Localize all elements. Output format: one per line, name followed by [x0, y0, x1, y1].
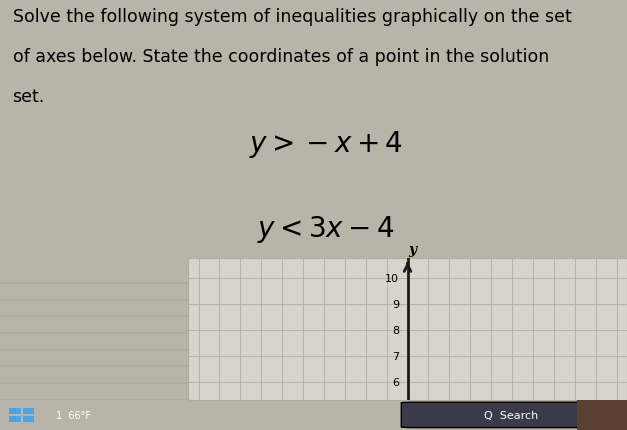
Text: y: y	[409, 243, 417, 257]
Text: 9: 9	[392, 299, 399, 310]
Text: of axes below. State the coordinates of a point in the solution: of axes below. State the coordinates of …	[13, 48, 549, 66]
Text: set.: set.	[13, 88, 45, 106]
Text: Solve the following system of inequalities graphically on the set: Solve the following system of inequaliti…	[13, 8, 571, 26]
Bar	[23, 416, 34, 422]
FancyBboxPatch shape	[401, 402, 621, 427]
Bar	[9, 416, 21, 422]
Bar	[9, 408, 21, 415]
Text: $y > -x + 4$: $y > -x + 4$	[249, 129, 403, 160]
Text: 1  66°F: 1 66°F	[56, 410, 92, 420]
Text: Q  Search: Q Search	[484, 410, 538, 420]
Text: 6: 6	[393, 377, 399, 387]
Bar	[577, 400, 627, 430]
Bar	[23, 408, 34, 415]
Text: 10: 10	[385, 273, 399, 284]
Text: 8: 8	[392, 325, 399, 335]
Text: 7: 7	[392, 351, 399, 361]
Text: $y < 3x - 4$: $y < 3x - 4$	[257, 214, 395, 245]
